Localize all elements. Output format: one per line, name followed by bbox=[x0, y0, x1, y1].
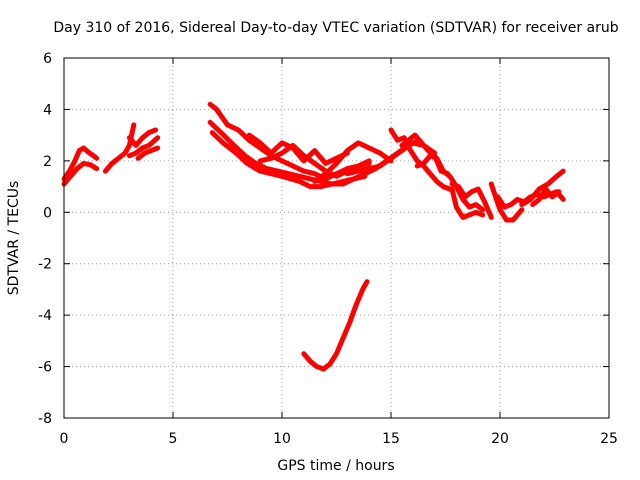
y-tick-label: 6 bbox=[43, 51, 52, 67]
series-line-arc-23 bbox=[301, 279, 370, 372]
y-axis-title: SDTVAR / TECUs bbox=[6, 181, 22, 296]
series-line-arc-5 bbox=[126, 135, 161, 159]
y-tick-label: 4 bbox=[43, 102, 52, 118]
series-line-arc-2 bbox=[61, 160, 100, 187]
x-tick-label: 25 bbox=[600, 431, 618, 447]
series-line-arc-3 bbox=[102, 122, 137, 174]
series-line-arc-19 bbox=[488, 181, 525, 223]
series-line-arc-17 bbox=[449, 181, 494, 220]
series-line-arc-4 bbox=[126, 127, 159, 148]
series-line-arc-16 bbox=[414, 153, 486, 213]
y-tick-label: 0 bbox=[43, 205, 52, 221]
series-line-arc-10 bbox=[246, 132, 350, 166]
series-line-arc-6 bbox=[135, 145, 161, 161]
series-line-arc-21 bbox=[519, 168, 566, 208]
series-line-arc-1 bbox=[61, 145, 100, 182]
x-tick-label: 0 bbox=[60, 431, 69, 447]
series-layer bbox=[61, 101, 566, 372]
series-line-arc-13 bbox=[344, 140, 438, 177]
y-tick-label: -8 bbox=[38, 411, 52, 427]
x-tick-label: 15 bbox=[382, 431, 400, 447]
series-line-arc-18 bbox=[449, 186, 486, 220]
y-tick-label: 2 bbox=[43, 154, 52, 170]
y-tick-label: -4 bbox=[38, 308, 52, 324]
plot-frame bbox=[63, 57, 610, 419]
series-line-arc-12 bbox=[312, 140, 394, 184]
x-tick-label: 20 bbox=[491, 431, 509, 447]
grid bbox=[64, 58, 609, 418]
y-tick-label: -6 bbox=[38, 360, 52, 376]
y-tick-label: -2 bbox=[38, 257, 52, 273]
axis-ticks: 0 5 10 15 20 25 -8 -6 -4 -2 0 2 4 6 bbox=[38, 51, 618, 447]
series-line-arc-7 bbox=[207, 101, 372, 182]
series-line-arc-9 bbox=[209, 130, 368, 190]
series-line-arc-11 bbox=[257, 142, 372, 179]
x-tick-label: 5 bbox=[169, 431, 178, 447]
chart-title: Day 310 of 2016, Sidereal Day-to-day VTE… bbox=[53, 20, 618, 36]
series-line-arc-22 bbox=[530, 186, 562, 208]
x-tick-label: 10 bbox=[273, 431, 291, 447]
x-axis-title: GPS time / hours bbox=[277, 458, 394, 474]
